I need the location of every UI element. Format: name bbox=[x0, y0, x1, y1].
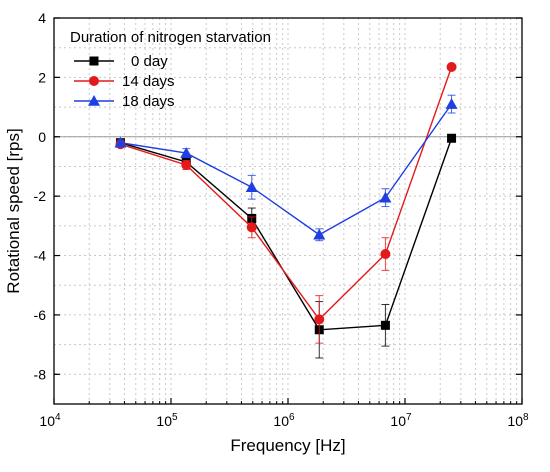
series-line bbox=[120, 103, 453, 236]
series-marker bbox=[380, 249, 391, 260]
x-tick-label: 106 bbox=[273, 412, 295, 429]
series-line bbox=[120, 138, 453, 331]
series-marker bbox=[313, 228, 326, 240]
legend: Duration of nitrogen starvation 0 day 14 … bbox=[70, 29, 271, 110]
legend-label: 18 days bbox=[122, 93, 175, 110]
y-tick-label: -8 bbox=[34, 366, 47, 382]
grid bbox=[54, 18, 522, 404]
y-tick-label: 0 bbox=[38, 129, 46, 145]
series-marker bbox=[114, 136, 127, 148]
x-axis-label: Frequency [Hz] bbox=[230, 436, 345, 455]
legend-marker bbox=[89, 56, 99, 66]
legend-label: 14 days bbox=[122, 73, 175, 90]
legend-marker bbox=[89, 76, 99, 86]
series-marker bbox=[447, 133, 457, 143]
series-marker bbox=[181, 159, 192, 170]
x-tick-label: 105 bbox=[156, 412, 178, 429]
legend-label: 0 day bbox=[131, 53, 168, 70]
legend-title: Duration of nitrogen starvation bbox=[70, 29, 271, 46]
series-marker bbox=[379, 191, 392, 203]
series-marker bbox=[180, 147, 193, 158]
y-tick-label: -4 bbox=[34, 248, 47, 264]
series-marker bbox=[246, 222, 257, 233]
series-line bbox=[120, 66, 453, 321]
legend-marker bbox=[88, 95, 100, 106]
y-tick-label: -2 bbox=[34, 188, 47, 204]
series-marker bbox=[314, 314, 325, 325]
series-marker bbox=[446, 61, 457, 72]
x-tick-label: 108 bbox=[507, 412, 529, 429]
x-tick-label: 107 bbox=[390, 412, 412, 429]
x-tick-label: 104 bbox=[39, 412, 61, 429]
ticks-layer: 104 105 106 107 108 4 2 0 -2 -4 -6 -8 bbox=[34, 10, 529, 429]
series-marker bbox=[380, 320, 390, 330]
y-tick-label: 2 bbox=[38, 69, 46, 85]
series-marker bbox=[245, 181, 258, 193]
y-axis-label: Rotational speed [rps] bbox=[4, 128, 23, 293]
series-2 bbox=[114, 94, 458, 242]
y-tick-label: 4 bbox=[38, 10, 46, 26]
series-layer bbox=[114, 61, 458, 359]
y-tick-label: -6 bbox=[34, 307, 47, 323]
series-marker bbox=[445, 98, 458, 109]
